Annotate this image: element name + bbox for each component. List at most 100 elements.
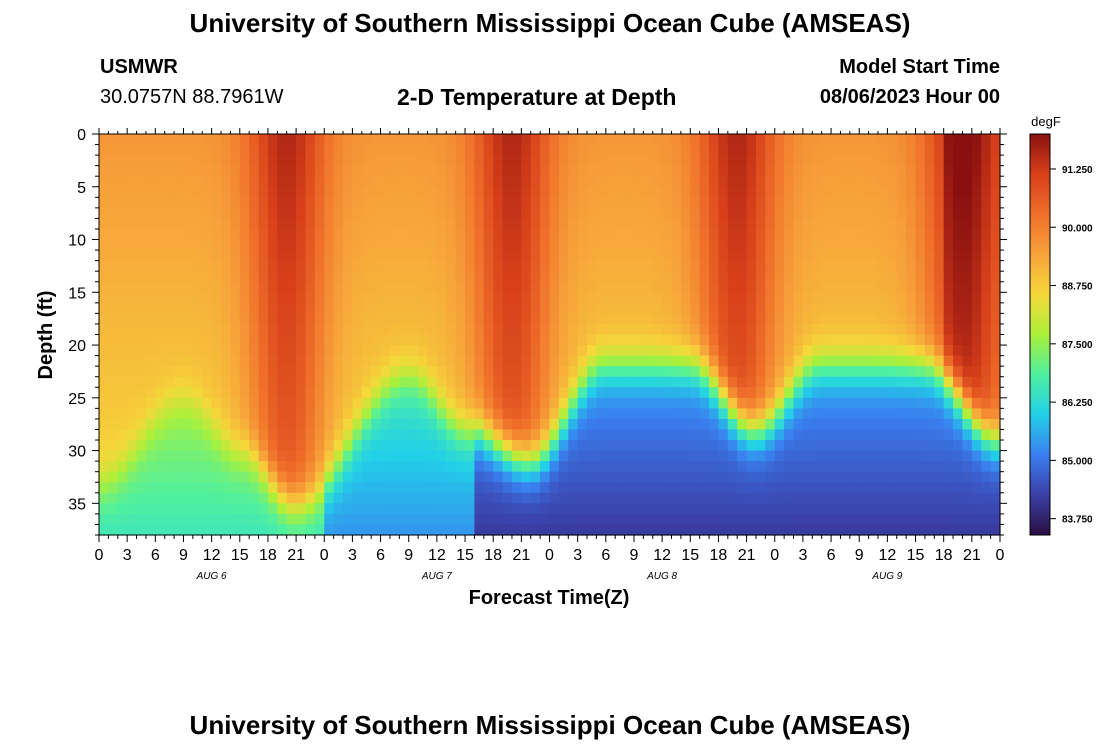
- heatmap-cell: [455, 186, 466, 198]
- heatmap-cell: [455, 471, 466, 483]
- heatmap-cell: [277, 397, 288, 409]
- heatmap-cell: [436, 461, 447, 473]
- heatmap-cell: [615, 207, 626, 220]
- heatmap-cell: [371, 376, 382, 388]
- heatmap-cell: [868, 134, 879, 146]
- heatmap-cell: [99, 228, 109, 241]
- heatmap-cell: [418, 450, 429, 462]
- x-tick-label: 9: [179, 547, 188, 564]
- heatmap-cell: [802, 176, 813, 188]
- heatmap-cell: [174, 281, 185, 293]
- heatmap-cell: [221, 144, 231, 156]
- heatmap-cell: [990, 376, 1001, 388]
- heatmap-cell: [981, 155, 992, 167]
- heatmap-cell: [718, 492, 729, 504]
- heatmap-cell: [709, 429, 720, 441]
- heatmap-cell: [662, 165, 673, 177]
- heatmap-cell: [624, 260, 635, 272]
- heatmap-cell: [483, 418, 494, 431]
- heatmap-cell: [202, 250, 213, 262]
- heatmap-cell: [192, 292, 203, 304]
- heatmap-cell: [202, 323, 213, 336]
- heatmap-cell: [943, 176, 954, 188]
- heatmap-cell: [558, 165, 569, 177]
- heatmap-cell: [605, 397, 616, 409]
- heatmap-cell: [596, 450, 607, 462]
- heatmap-cell: [962, 186, 973, 198]
- heatmap-cell: [202, 524, 213, 536]
- heatmap-cell: [774, 292, 785, 304]
- heatmap-cell: [558, 387, 569, 399]
- heatmap-cell: [540, 313, 551, 325]
- heatmap-cell: [587, 323, 598, 336]
- heatmap-cell: [314, 228, 325, 241]
- heatmap-cell: [605, 355, 616, 367]
- heatmap-cell: [690, 450, 701, 462]
- heatmap-cell: [483, 450, 494, 462]
- heatmap-cell: [202, 440, 213, 452]
- heatmap-cell: [99, 503, 109, 515]
- heatmap-cell: [127, 334, 138, 346]
- heatmap-cell: [568, 313, 579, 325]
- heatmap-cell: [408, 176, 419, 188]
- heatmap-cell: [568, 197, 579, 209]
- heatmap-cell: [709, 302, 720, 314]
- heatmap-cell: [183, 503, 194, 515]
- heatmap-cell: [352, 323, 363, 336]
- heatmap-cell: [558, 271, 569, 283]
- heatmap-cell: [99, 471, 109, 483]
- heatmap-cell: [718, 271, 729, 283]
- heatmap-cell: [192, 323, 203, 336]
- heatmap-cell: [615, 408, 626, 420]
- heatmap-cell: [239, 418, 250, 431]
- heatmap-cell: [483, 271, 494, 283]
- heatmap-cell: [136, 228, 147, 241]
- heatmap-cell: [746, 492, 757, 504]
- heatmap-cell: [877, 366, 888, 378]
- heatmap-cell: [117, 281, 128, 293]
- heatmap-cell: [361, 313, 372, 325]
- heatmap-cell: [211, 271, 222, 283]
- heatmap-cell: [727, 165, 738, 177]
- heatmap-cell: [483, 492, 494, 504]
- heatmap-cell: [680, 524, 691, 536]
- heatmap-cell: [906, 376, 917, 388]
- heatmap-cell: [587, 440, 598, 452]
- heatmap-cell: [868, 482, 879, 494]
- heatmap-cell: [746, 482, 757, 494]
- heatmap-cell: [849, 186, 860, 198]
- heatmap-cell: [305, 218, 316, 230]
- heatmap-cell: [699, 260, 710, 272]
- heatmap-cell: [474, 176, 485, 188]
- heatmap-cell: [436, 408, 447, 420]
- heatmap-cell: [455, 155, 466, 167]
- heatmap-cell: [502, 186, 513, 198]
- heatmap-cell: [446, 429, 457, 441]
- heatmap-cell: [493, 492, 504, 504]
- heatmap-cell: [371, 387, 382, 399]
- heatmap-cell: [605, 165, 616, 177]
- heatmap-cell: [727, 513, 738, 526]
- heatmap-cell: [164, 345, 175, 357]
- heatmap-cell: [971, 355, 982, 367]
- heatmap-cell: [258, 281, 269, 293]
- heatmap-cell: [662, 134, 673, 146]
- heatmap-cell: [605, 334, 616, 346]
- heatmap-cell: [746, 155, 757, 167]
- heatmap-cell: [324, 271, 335, 283]
- heatmap-cell: [155, 281, 166, 293]
- heatmap-cell: [587, 355, 598, 367]
- heatmap-cell: [324, 482, 335, 494]
- heatmap-cell: [549, 524, 560, 536]
- heatmap-cell: [859, 281, 870, 293]
- heatmap-cell: [981, 271, 992, 283]
- heatmap-cell: [962, 228, 973, 241]
- heatmap-cell: [727, 408, 738, 420]
- heatmap-cell: [821, 250, 832, 262]
- heatmap-cell: [164, 418, 175, 431]
- heatmap-cell: [793, 271, 804, 283]
- heatmap-cell: [136, 471, 147, 483]
- heatmap-cell: [831, 366, 842, 378]
- heatmap-cell: [99, 176, 109, 188]
- heatmap-cell: [652, 313, 663, 325]
